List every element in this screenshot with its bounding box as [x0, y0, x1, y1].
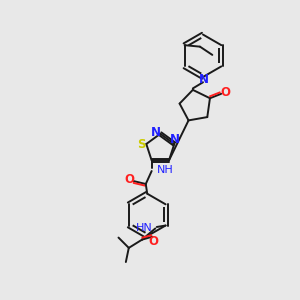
Text: O: O	[149, 235, 159, 248]
Text: HN: HN	[136, 223, 153, 233]
Text: N: N	[170, 133, 180, 146]
Text: N: N	[151, 126, 161, 139]
Text: N: N	[199, 73, 209, 85]
Text: S: S	[137, 138, 145, 151]
Text: O: O	[220, 86, 230, 99]
Text: NH: NH	[157, 165, 173, 175]
Text: O: O	[124, 173, 135, 186]
